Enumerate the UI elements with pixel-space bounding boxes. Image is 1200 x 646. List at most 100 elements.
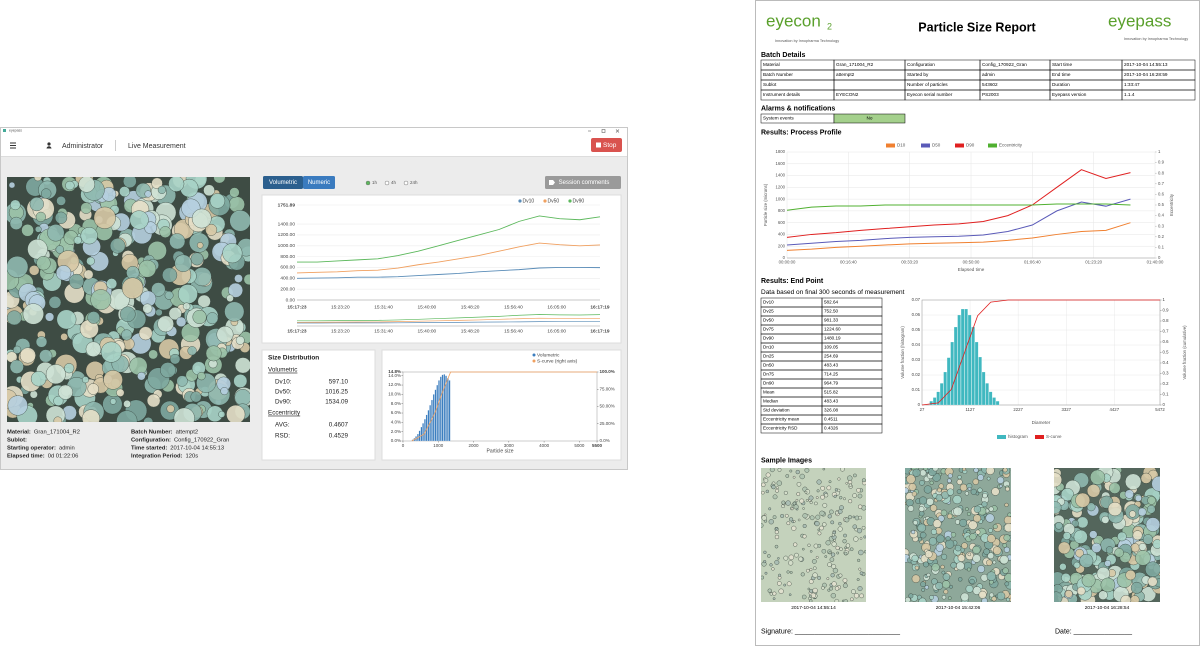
particle <box>947 596 952 600</box>
particle <box>857 493 863 499</box>
label[interactable]: Session comments <box>559 180 610 186</box>
legend-swatch <box>568 199 572 203</box>
close[interactable] <box>615 129 620 133</box>
particle <box>1002 468 1008 473</box>
particle <box>972 478 979 485</box>
particle <box>190 391 202 403</box>
particle <box>182 302 191 310</box>
particle <box>919 469 927 477</box>
axis-title: Volume fraction (histogram) <box>900 326 905 379</box>
particle <box>956 489 962 494</box>
particle <box>837 477 841 481</box>
legend-label: Dv10 <box>523 198 535 204</box>
particle <box>926 497 934 506</box>
y-tick-label: 200 <box>778 243 786 248</box>
y2-tick-label: 0.4 <box>1163 360 1170 365</box>
label[interactable]: Volumetric <box>269 180 297 186</box>
table-text: 1:33:47 <box>1124 82 1140 87</box>
particle <box>798 556 804 562</box>
particle <box>905 487 909 494</box>
y2-tick-label: 0.7 <box>1163 329 1170 334</box>
particle <box>912 520 918 526</box>
tab-active[interactable] <box>263 176 303 189</box>
axis-title: Volume fraction (cumulative) <box>1182 325 1187 380</box>
x-tick-label: 4427 <box>1110 407 1120 412</box>
particle <box>812 587 818 594</box>
label[interactable]: 1h <box>372 180 378 185</box>
particle <box>226 294 234 303</box>
particle <box>1107 501 1123 517</box>
particle <box>938 483 944 489</box>
bar <box>950 341 954 406</box>
particle <box>838 573 843 578</box>
particle <box>1130 581 1143 594</box>
particle <box>116 388 125 397</box>
label: 1016.25 <box>325 389 348 396</box>
menu-button[interactable] <box>10 142 16 149</box>
particle <box>119 186 130 197</box>
bar <box>981 371 986 406</box>
particle <box>849 547 854 552</box>
particle <box>820 485 825 491</box>
particle <box>771 484 776 490</box>
particle <box>778 573 782 577</box>
label[interactable]: 4h <box>391 180 397 185</box>
particle <box>935 543 944 552</box>
y-tick-label: 14.0% <box>388 373 401 378</box>
table-text: PS2003 <box>982 92 999 97</box>
particle <box>977 565 985 573</box>
table-text: 254.69 <box>824 354 838 359</box>
y-tick-label: 6.0% <box>391 410 401 415</box>
y-tick-label: 600 <box>778 220 786 225</box>
particle <box>216 325 234 343</box>
particle <box>975 529 981 535</box>
particle <box>861 478 866 483</box>
user-icon <box>47 142 51 146</box>
legend-label: D90 <box>966 143 975 148</box>
table-text: 2017-10-04 14:55:13 <box>1124 62 1168 67</box>
bar <box>953 326 958 406</box>
particle <box>814 521 820 527</box>
label[interactable]: Numeric <box>308 180 330 186</box>
session-comments-button[interactable] <box>545 176 621 189</box>
particle <box>856 528 863 534</box>
particle <box>918 597 927 602</box>
particle <box>65 180 75 191</box>
particle <box>858 567 862 571</box>
particle <box>761 490 765 495</box>
particle <box>833 494 837 498</box>
bar <box>946 357 951 406</box>
particle <box>918 506 925 512</box>
s-curve <box>921 299 1160 406</box>
particle <box>788 554 795 561</box>
particle <box>774 559 780 565</box>
table-text: 109.05 <box>824 345 838 350</box>
table-text: 714.25 <box>824 372 838 377</box>
particle <box>45 312 55 322</box>
stop-button[interactable] <box>591 138 622 152</box>
particle <box>793 542 798 547</box>
particle <box>919 480 925 486</box>
particle <box>793 504 799 510</box>
logo: eyecon <box>766 11 821 30</box>
particle <box>228 282 243 298</box>
tab[interactable] <box>303 176 335 189</box>
particle <box>941 553 948 560</box>
particle <box>956 561 965 571</box>
bar <box>438 380 440 442</box>
date-line: Date: _______________ <box>1055 628 1132 635</box>
particle <box>970 488 977 495</box>
label[interactable]: 24h <box>410 180 418 185</box>
particle <box>1075 492 1091 508</box>
particle <box>776 486 779 490</box>
particle <box>33 177 42 182</box>
table-text: admin <box>982 72 995 77</box>
particle <box>205 345 222 362</box>
particle <box>834 510 839 515</box>
particle <box>832 567 839 574</box>
particle <box>1076 586 1086 596</box>
table-text: Dv75 <box>763 327 774 332</box>
particle <box>19 347 36 364</box>
legend-label: Dv90 <box>573 198 585 204</box>
maximize[interactable] <box>601 129 606 133</box>
